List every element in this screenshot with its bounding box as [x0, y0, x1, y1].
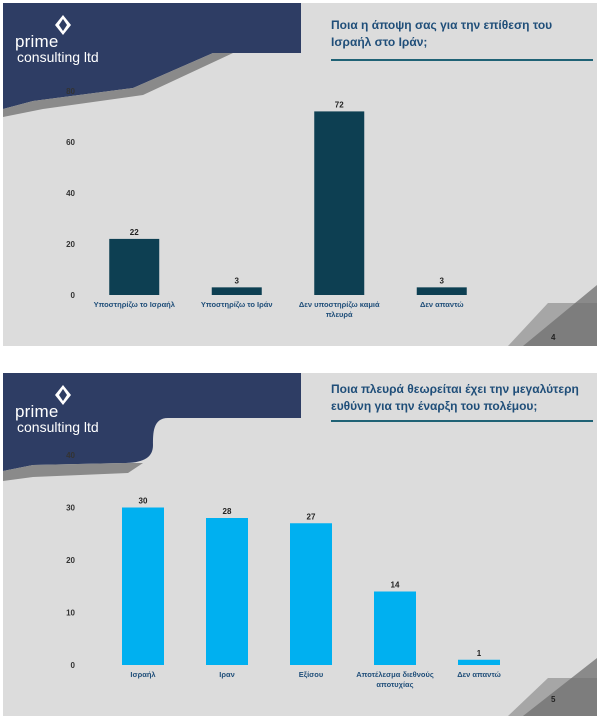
bar — [416, 287, 467, 295]
data-label: 27 — [307, 512, 316, 521]
y-tick-label: 80 — [66, 87, 75, 96]
x-tick-label: Αποτέλεσμα διεθνούς — [356, 670, 434, 679]
bar — [314, 111, 365, 296]
title-underline — [331, 59, 593, 61]
x-tick-label: Δεν υποστηρίζω καμιά — [299, 300, 380, 309]
header-decoration — [3, 373, 597, 716]
bar — [122, 507, 164, 665]
bar-chart-1: 0 20 40 60 80 22 Υποστηρίζω το Ισραήλ 3 Υποστηρί… — [66, 87, 467, 319]
page-number: 4 — [551, 333, 556, 342]
y-tick-label: 0 — [71, 291, 76, 300]
slide-title: Ποια πλευρά θεωρείται έχει την μεγαλύτερ… — [331, 382, 579, 413]
data-label: 3 — [235, 276, 240, 285]
data-label: 22 — [130, 228, 139, 237]
bar-chart-2: 0 10 20 30 40 30 Ισραήλ 28 Ιραν 27 Εξίσου 14 Αποτέλε… — [66, 451, 501, 689]
logo-text-prime: prime — [15, 402, 59, 421]
y-tick-label: 20 — [66, 556, 75, 565]
x-tick-label: αποτυχίας — [376, 680, 413, 689]
y-tick-label: 10 — [66, 609, 75, 618]
bar — [374, 591, 416, 665]
y-tick-label: 20 — [66, 240, 75, 249]
x-tick-label: Ισραήλ — [130, 670, 156, 679]
logo-text-consulting: consulting ltd — [17, 419, 99, 435]
x-tick-label: Εξίσου — [299, 670, 324, 679]
y-tick-label: 30 — [66, 504, 75, 513]
x-tick-label: πλευρά — [326, 310, 353, 319]
y-tick-label: 0 — [71, 661, 76, 670]
x-tick-label: Δεν απαντώ — [457, 670, 501, 679]
header-decoration — [3, 3, 597, 346]
page-number: 5 — [551, 695, 556, 704]
bar — [109, 238, 160, 295]
logo-mark-icon — [55, 15, 71, 35]
data-label: 30 — [139, 497, 148, 506]
logo-text-consulting: consulting ltd — [17, 49, 99, 65]
data-label: 3 — [440, 276, 445, 285]
title-underline — [331, 420, 593, 422]
x-tick-label: Υποστηρίζω το Ισραήλ — [94, 300, 176, 309]
bar — [290, 523, 332, 665]
y-tick-label: 40 — [66, 451, 75, 460]
slide-title: Ποια η άποψη σας για την επίθεση του Ισρ… — [331, 18, 553, 49]
slide-1: prime consulting ltd Ποια η άποψη σας γι… — [3, 3, 597, 346]
bar — [458, 659, 500, 665]
logo: prime consulting ltd — [15, 385, 99, 435]
x-tick-label: Δεν απαντώ — [420, 300, 464, 309]
data-label: 14 — [391, 581, 400, 590]
x-tick-label: Ιραν — [219, 670, 235, 679]
logo: prime consulting ltd — [15, 15, 99, 65]
bar — [206, 518, 248, 665]
logo-text-prime: prime — [15, 32, 59, 51]
logo-mark-icon — [55, 385, 71, 405]
y-tick-label: 40 — [66, 189, 75, 198]
data-label: 72 — [335, 100, 344, 109]
data-label: 1 — [477, 649, 482, 658]
data-label: 28 — [223, 507, 232, 516]
slide-2: prime consulting ltd Ποια πλευρά θεωρείτ… — [3, 373, 597, 716]
y-tick-label: 60 — [66, 138, 75, 147]
x-tick-label: Υποστηρίζω το Ιράν — [201, 300, 273, 309]
bar — [211, 287, 262, 295]
